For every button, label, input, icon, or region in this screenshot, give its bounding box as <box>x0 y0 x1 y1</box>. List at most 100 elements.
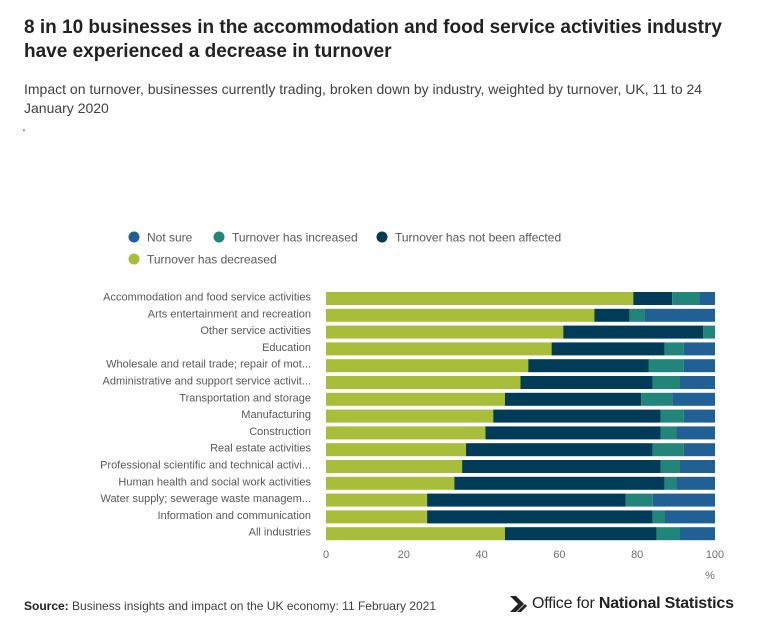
legend-swatch <box>213 231 225 243</box>
legend-swatch <box>376 231 388 243</box>
ons-logo-text-bold: National Statistics <box>598 595 734 612</box>
bar-segment <box>629 308 645 322</box>
bar-segment <box>485 426 661 440</box>
bar-segment <box>466 443 653 457</box>
source-label: Source: <box>24 599 69 613</box>
x-tick-label: 40 <box>475 549 487 561</box>
bar-segment <box>326 325 564 339</box>
category-label: Other service activities <box>200 325 311 337</box>
bar-segment <box>326 308 595 322</box>
x-tick-label: 60 <box>553 549 565 561</box>
legend-label: Turnover has not been affected <box>395 231 561 245</box>
ons-logo-text-light: Office for <box>532 595 595 612</box>
ons-logo-icon <box>510 596 527 612</box>
bar-segment <box>664 510 715 524</box>
bar-segment <box>676 476 715 490</box>
note-mark: . <box>22 118 26 134</box>
bar-segment <box>427 510 653 524</box>
bar-segment <box>683 359 715 373</box>
bar-segment <box>699 292 715 305</box>
bar-segment <box>664 476 677 490</box>
bar-segment <box>326 527 505 541</box>
bar-segment <box>660 426 677 440</box>
legend-label: Turnover has increased <box>232 231 358 245</box>
bar-segment <box>504 392 642 406</box>
bar-segment <box>648 359 684 373</box>
bar-segment <box>683 342 715 356</box>
bar-segment <box>326 443 467 457</box>
bar-segment <box>454 476 665 490</box>
x-tick-label: 20 <box>398 549 410 561</box>
bar-segment <box>679 376 715 389</box>
stacked-bar-chart: Not sure Turnover has increased Turnover h… <box>100 231 724 583</box>
x-tick-label: 80 <box>631 549 643 561</box>
bar-segment <box>625 493 653 507</box>
x-tick-label: 100 <box>706 549 724 561</box>
category-label: Accommodation and food service activitie… <box>103 292 311 304</box>
bar-segment <box>652 493 715 507</box>
category-label: Real estate activities <box>210 443 311 455</box>
bar-segment <box>563 325 704 339</box>
bar-segment <box>672 392 715 406</box>
bar-segment <box>326 342 552 356</box>
bar-segment <box>656 527 680 541</box>
bar-segment <box>326 376 521 389</box>
ons-logo-text: Office for National Statistics <box>532 595 734 613</box>
bar-segment <box>326 426 486 440</box>
bar-segment <box>644 308 715 322</box>
bar-segment <box>652 376 680 389</box>
bar-segment <box>660 409 684 423</box>
bar-segment <box>326 510 428 524</box>
bar-segment <box>676 426 715 440</box>
bar-segment <box>664 342 684 356</box>
bar-segment <box>326 392 505 406</box>
bar-segment <box>326 409 494 423</box>
category-label: Information and communication <box>158 510 311 522</box>
bar-segment <box>683 409 715 423</box>
bar-segment <box>520 376 653 389</box>
bar-segment <box>427 493 626 507</box>
category-label: Construction <box>249 426 311 438</box>
bar-segment <box>504 527 657 541</box>
x-tick-label: 0 <box>323 549 329 561</box>
ons-logo: Office for National Statistics <box>508 594 734 614</box>
bar-segment <box>326 359 529 373</box>
chart-subtitle: Impact on turnover, businesses currently… <box>24 81 703 116</box>
bar-segment <box>703 325 715 339</box>
bar-segment <box>326 292 634 305</box>
bar-segment <box>594 308 630 322</box>
bar-segment <box>326 460 463 473</box>
bar-segment <box>652 443 684 457</box>
bar-segment <box>652 510 665 524</box>
bar-segment <box>683 443 715 457</box>
bar-segment <box>551 342 665 356</box>
legend-label: Turnover has decreased <box>147 253 277 267</box>
legend-label: Not sure <box>147 231 193 245</box>
bar-segment <box>493 409 661 423</box>
category-label: Manufacturing <box>241 409 311 421</box>
x-axis-label: % <box>705 570 715 582</box>
category-label: Wholesale and retail trade; repair of mo… <box>106 359 311 371</box>
category-label: Arts entertainment and recreation <box>148 308 311 320</box>
bar-segment <box>660 460 680 473</box>
category-label: Administrative and support service activ… <box>103 376 311 388</box>
bar-segment <box>528 359 649 373</box>
bar-segment <box>462 460 661 473</box>
bar-segment <box>679 527 715 541</box>
bar-segment <box>679 460 715 473</box>
category-label: Professional scientific and technical ac… <box>100 460 311 472</box>
chart-title: 8 in 10 businesses in the accommodation … <box>24 17 722 62</box>
category-label: Transportation and storage <box>179 392 311 404</box>
category-label: Human health and social work activities <box>118 476 311 488</box>
bar-segment <box>641 392 673 406</box>
source-text: Business insights and impact on the UK e… <box>72 599 437 613</box>
source-note: Source: Business insights and impact on … <box>24 599 436 613</box>
category-label: Education <box>262 342 311 354</box>
legend-swatch <box>128 253 140 265</box>
bar-segment <box>326 476 455 490</box>
legend-swatch <box>128 231 140 243</box>
category-label: All industries <box>249 527 312 539</box>
bar-segment <box>326 493 428 507</box>
bar-segment <box>633 292 673 305</box>
category-label: Water supply; sewerage waste managem... <box>100 493 311 505</box>
